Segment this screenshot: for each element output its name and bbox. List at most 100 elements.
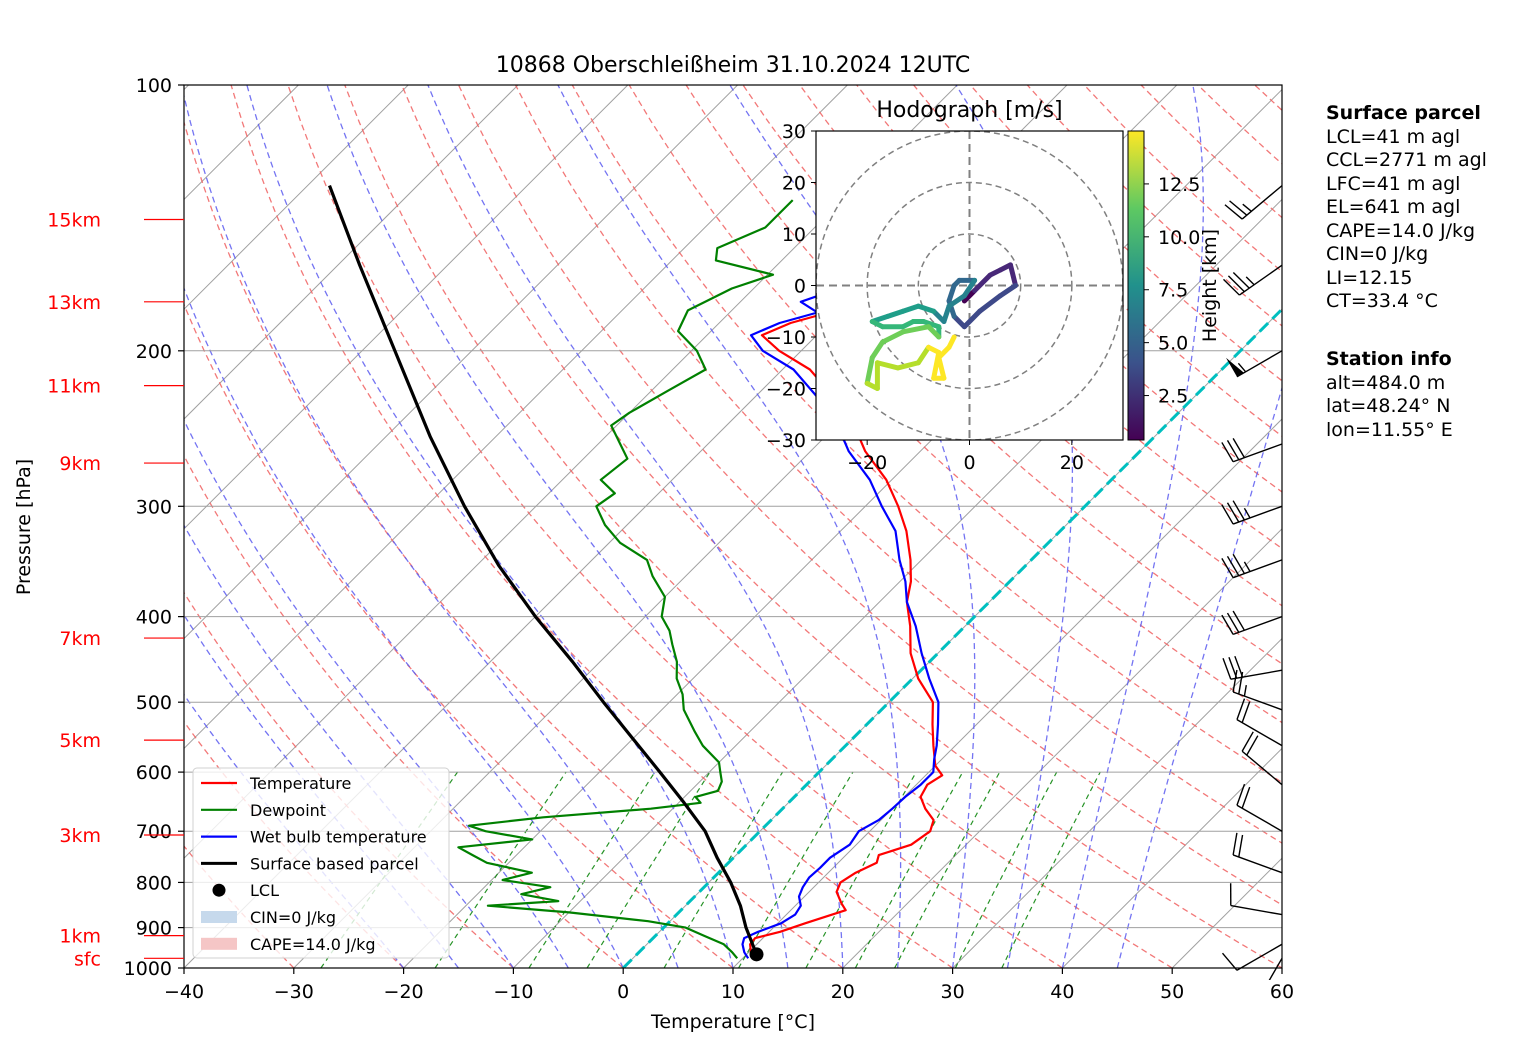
- moist-adiabat-line: [326, 85, 789, 968]
- barb-shaft: [1236, 943, 1283, 971]
- mixing-ratio-line: [586, 771, 711, 968]
- hodograph-y-tick-label: 20: [782, 173, 806, 195]
- parcel-el: EL=641 m agl: [1326, 196, 1461, 218]
- hodograph-segment: [895, 360, 921, 371]
- hodograph-segment: [900, 303, 921, 314]
- wind-barbs: [1221, 185, 1283, 980]
- hodograph-segment: [915, 303, 937, 314]
- hodograph-segment: [920, 319, 942, 330]
- legend-label: CIN=0 J/kg: [250, 908, 336, 927]
- barb-feather: [1221, 952, 1238, 971]
- barb-feather: [1223, 278, 1240, 296]
- x-tick-label: −30: [274, 981, 314, 1003]
- moist-adiabat-line: [955, 85, 1074, 968]
- legend: Temperature Dewpoint Wet bulb temperature S…: [192, 767, 450, 959]
- barb-feather: [1232, 610, 1246, 631]
- hodograph-segment: [864, 355, 875, 386]
- parcel-li: LI=12.15: [1326, 266, 1413, 289]
- moist-adiabat-line: [1116, 385, 1282, 968]
- hodograph-segment: [972, 272, 993, 294]
- moist-adiabat-line: [184, 418, 569, 968]
- chart-title: 10868 Oberschleißheim 31.10.2024 12UTC: [496, 53, 971, 78]
- colorbar-tick-label: 2.5: [1158, 386, 1188, 408]
- barb-pennant: [1225, 357, 1244, 377]
- legend-label: CAPE=14.0 J/kg: [250, 935, 376, 954]
- x-tick-label: −20: [384, 981, 424, 1003]
- parcel-cape: CAPE=14.0 J/kg: [1326, 219, 1476, 242]
- zero-degree-isotherm: [622, 307, 1282, 968]
- moist-adiabat-line: [184, 524, 514, 968]
- barb-shaft: [1232, 559, 1283, 579]
- hodograph-segment: [946, 293, 967, 309]
- moist-adiabat-line: [184, 286, 624, 968]
- legend-label: LCL: [250, 881, 279, 900]
- barb-shaft: [1236, 719, 1283, 747]
- hodograph-segment: [874, 360, 901, 371]
- barb-feather: [1226, 555, 1240, 576]
- y-tick-label: 200: [136, 341, 172, 363]
- legend-box: [192, 767, 450, 959]
- y-tick-label: 500: [136, 692, 172, 714]
- x-tick-label: −40: [164, 981, 204, 1003]
- isotherm-line: [184, 85, 738, 640]
- barb-feather: [1221, 558, 1234, 579]
- parcel-cin: CIN=0 J/kg: [1326, 243, 1429, 265]
- moist-adiabat-line: [184, 93, 679, 968]
- mixing-ratio-line: [854, 771, 964, 968]
- hodograph-segment: [869, 339, 886, 361]
- y-axis-label: Pressure [hPa]: [13, 459, 35, 595]
- mixing-ratio-line: [805, 771, 917, 968]
- barb-feather: [1227, 275, 1245, 293]
- x-tick-label: 60: [1270, 981, 1294, 1003]
- y-axis-ticks: 100 200 300 400 500 600 700 800 900 1000: [124, 75, 184, 980]
- dry-adiabat-line: [856, 85, 1282, 493]
- moist-adiabat-line: [1061, 85, 1204, 968]
- surface-parcel-panel: Surface parcel LCL=41 m agl CCL=2771 m a…: [1326, 102, 1487, 314]
- height-label: 1km: [59, 926, 101, 948]
- mixing-ratio-line: [1001, 771, 1101, 968]
- x-axis-label: Temperature [°C]: [650, 1011, 815, 1033]
- hodograph-x-tick-label: 0: [963, 452, 975, 474]
- height-label: 3km: [59, 825, 101, 847]
- barb-feather: [1226, 612, 1240, 633]
- barb-half-feather: [1243, 561, 1251, 572]
- dry-adiabat-line: [458, 85, 1282, 906]
- barb-shaft: [1236, 350, 1283, 378]
- barb-feather: [1236, 783, 1246, 806]
- hodograph-y-tick-label: −30: [766, 430, 806, 452]
- station-alt: alt=484.0 m: [1326, 371, 1446, 394]
- hodograph-title: Hodograph [m/s]: [876, 98, 1062, 123]
- legend-label: Wet bulb temperature: [250, 828, 427, 847]
- barb-feather: [1229, 200, 1248, 216]
- barb-shaft: [1241, 185, 1283, 220]
- hodograph-x-tick-label: 20: [1060, 452, 1084, 474]
- height-label: 11km: [47, 376, 101, 398]
- barb-feather: [1224, 204, 1243, 220]
- height-label: 9km: [59, 453, 101, 475]
- height-label: 7km: [59, 628, 101, 650]
- barb-feather: [1241, 701, 1251, 723]
- barb-shaft: [1239, 264, 1283, 296]
- hodograph-segment: [915, 344, 932, 366]
- x-tick-label: 30: [941, 981, 965, 1003]
- colorbar-label: Height [km]: [1199, 229, 1221, 342]
- barb-shaft: [1232, 443, 1283, 463]
- parcel-ct: CT=33.4 °C: [1326, 290, 1438, 312]
- series-line-dewpoint: [457, 199, 794, 960]
- barb-feather: [1228, 656, 1238, 679]
- moist-adiabat-line: [427, 85, 844, 968]
- hodograph-segment: [961, 277, 978, 299]
- legend-label: Temperature: [249, 774, 351, 793]
- barb-feather: [1234, 655, 1244, 678]
- colorbar-tick-label: 10.0: [1158, 227, 1200, 249]
- barb-half-feather: [1237, 362, 1247, 373]
- isotherm-line: [732, 418, 1282, 968]
- barb-feather: [1246, 735, 1259, 756]
- isotherm-line: [184, 85, 848, 750]
- mixing-ratio-line: [434, 771, 567, 968]
- series-line-surface-based-parcel: [328, 185, 759, 959]
- y-tick-label: 700: [136, 821, 172, 843]
- barb-feather: [1226, 440, 1240, 461]
- y-tick-label: 300: [136, 496, 172, 518]
